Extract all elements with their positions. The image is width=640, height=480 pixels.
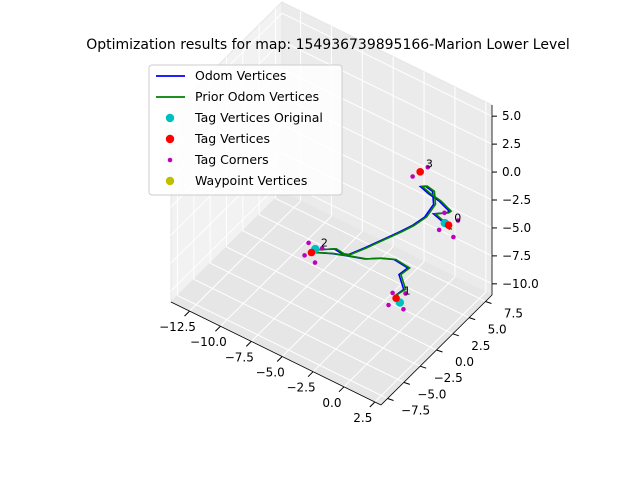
x-tick-label: −12.5 (159, 320, 196, 334)
x-tick-label: 2.5 (353, 411, 372, 425)
grid-y-floor (258, 214, 470, 319)
y-tick-mark (420, 365, 427, 369)
x-tick-mark (307, 371, 314, 378)
tag-corners-point (451, 234, 456, 240)
x-tick-label: −5.0 (256, 366, 285, 380)
tag-corners-point (436, 227, 442, 233)
tag-label-0: 0 (454, 212, 461, 225)
tag-label-3: 3 (426, 157, 433, 170)
grid-z-left (170, 180, 283, 292)
tag-vertices-point (307, 248, 316, 257)
tag-vertices-point (444, 221, 453, 230)
z-tick-label: 5.0 (502, 109, 521, 123)
x-tick-label: −2.5 (286, 381, 315, 395)
y-tick-mark (452, 333, 459, 337)
tag-corners-point (425, 164, 431, 170)
z-tick-label: −10.0 (502, 277, 539, 291)
grid-y-floor (242, 230, 454, 335)
legend-label-odom-vertices: Odom Vertices (195, 68, 286, 83)
x-axis-line (170, 301, 382, 406)
legend: Odom Vertices Prior Odom Vertices Tag Vert… (148, 64, 343, 196)
legend-swatch-tag-corners (167, 157, 173, 163)
prior-odom-vertices-line (311, 185, 453, 297)
z-tick-label: 2.5 (502, 137, 521, 151)
grid-z-back (281, 12, 493, 117)
chart-title: Optimization results for map: 1549367398… (86, 37, 570, 53)
plot-data (302, 164, 461, 312)
y-tick-mark (403, 381, 411, 385)
y-tick-mark (468, 317, 476, 321)
z-tick-label: 0.0 (502, 165, 521, 179)
x-tick-mark (245, 341, 252, 347)
y-tick-mark (387, 398, 394, 402)
grid-y-floor (226, 246, 437, 351)
tag-label-2: 2 (321, 237, 328, 250)
legend-label-tag-vertices: Tag Vertices (194, 131, 270, 146)
tag-corners-point (403, 291, 408, 296)
tag-vertices-point (416, 168, 424, 176)
y-tick-label: 2.5 (471, 339, 490, 353)
legend-label-prior-odom-vertices: Prior Odom Vertices (195, 89, 319, 104)
legend-label-tag-vertices-original: Tag Vertices Original (194, 110, 323, 125)
x-tick-label: −7.5 (225, 350, 254, 364)
y-tick-label: −7.5 (401, 404, 430, 418)
z-tick-label: −2.5 (502, 193, 531, 207)
x-tick-mark (369, 401, 376, 408)
x-tick-mark (215, 325, 221, 332)
tag-label-1: 1 (404, 285, 411, 298)
tag-corners-point (455, 218, 461, 223)
z-tick-label: −7.5 (502, 249, 531, 263)
grid-y-floor (275, 198, 486, 302)
y-axis-line (380, 294, 493, 406)
legend-swatch-waypoint-vertices (165, 176, 175, 186)
tag-corners-point (319, 246, 325, 251)
grid-y-floor (209, 262, 421, 367)
y-tick-label: −2.5 (434, 371, 463, 385)
x-tick-mark (338, 386, 345, 393)
axes: −12.5−10.0−7.5−5.0−2.50.02.5−7.5−5.0−2.5… (159, 105, 539, 425)
y-tick-mark (436, 349, 443, 353)
x-tick-mark (184, 310, 190, 317)
legend-label-tag-corners: Tag Corners (194, 152, 269, 167)
tag-corners-point (390, 290, 395, 296)
x-tick-label: −10.0 (190, 335, 227, 349)
tag-corners-point (386, 302, 391, 308)
tag-corners-point (306, 240, 311, 246)
legend-swatch-tag-vertices (165, 134, 175, 144)
y-tick-mark (485, 300, 492, 304)
tag-corners-point (312, 260, 318, 265)
x-tick-mark (276, 356, 283, 362)
y-tick-label: 0.0 (455, 355, 474, 369)
z-tick-label: −5.0 (502, 221, 531, 235)
grid-y-floor (193, 278, 405, 383)
tag-labels: 1 2 0 3 (321, 157, 461, 297)
tag-corners-point (442, 210, 447, 216)
legend-box (148, 64, 343, 196)
tag-corners-point (401, 306, 406, 312)
legend-label-waypoint-vertices: Waypoint Vertices (195, 173, 307, 188)
tag-corners-point (410, 174, 415, 179)
grid-z-back (281, 40, 493, 145)
tag-vertices-point (392, 294, 400, 302)
y-tick-label: 5.0 (488, 323, 507, 337)
grid-z-back (281, 180, 493, 285)
y-tick-label: 7.5 (504, 306, 523, 320)
legend-swatch-tag-vertices-original (165, 113, 175, 123)
tag-corners-point (302, 253, 307, 258)
y-tick-label: −5.0 (417, 387, 446, 401)
x-tick-label: 0.0 (322, 396, 341, 410)
grid-y-floor (177, 295, 388, 399)
